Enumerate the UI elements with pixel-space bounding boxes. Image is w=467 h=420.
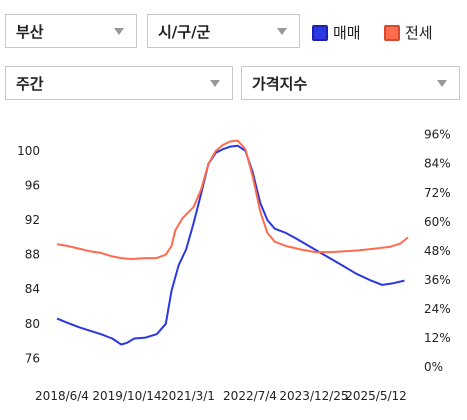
- legend-sale[interactable]: 매매: [312, 22, 361, 43]
- y-right-tick-label: 12%: [424, 331, 451, 345]
- x-tick-label: 2025/5/12: [345, 389, 407, 403]
- district-select-value: 시/구/군: [158, 22, 211, 41]
- y-left-tick-label: 76: [25, 351, 40, 365]
- period-select-value: 주간: [16, 74, 44, 93]
- y-left-tick-label: 84: [25, 282, 40, 296]
- chevron-down-icon: [437, 79, 447, 87]
- y-right-tick-label: 60%: [424, 215, 451, 229]
- legend-sale-label: 매매: [333, 24, 361, 42]
- chevron-down-icon: [210, 79, 220, 87]
- y-right-tick-label: 36%: [424, 273, 451, 287]
- y-left-tick-label: 100: [17, 144, 40, 158]
- y-left-tick-label: 80: [25, 317, 40, 331]
- y-right-tick-label: 96%: [424, 128, 451, 142]
- x-tick-label: 2018/6/4: [35, 389, 89, 403]
- y-left-tick-label: 96: [25, 179, 40, 193]
- district-select[interactable]: 시/구/군: [147, 14, 300, 48]
- x-tick-label: 2019/10/14: [92, 389, 161, 403]
- x-tick-label: 2022/7/4: [223, 389, 277, 403]
- index-type-select[interactable]: 가격지수: [241, 66, 460, 100]
- y-right-tick-label: 0%: [424, 360, 443, 374]
- series-line-jeonse: [56, 139, 409, 260]
- series-lines: [56, 139, 409, 346]
- checkbox-jeonse-icon[interactable]: [384, 24, 400, 41]
- region-select[interactable]: 부산: [5, 14, 137, 48]
- y-right-tick-label: 48%: [424, 244, 451, 258]
- chevron-down-icon: [114, 27, 124, 35]
- y-left-tick-label: 88: [25, 248, 40, 262]
- x-tick-label: 2023/12/25: [279, 389, 348, 403]
- y-right-tick-label: 72%: [424, 186, 451, 200]
- y-right-tick-label: 24%: [424, 302, 451, 316]
- y-left-tick-label: 92: [25, 213, 40, 227]
- region-select-value: 부산: [16, 22, 44, 41]
- y-left-axis: 100 96 92 88 84 80 76: [17, 144, 40, 365]
- series-line-sale: [56, 144, 405, 346]
- x-axis: 2018/6/4 2019/10/14 2021/3/1 2022/7/4 2023/1…: [35, 389, 407, 403]
- price-index-chart: 100 96 92 88 84 80 76 96% 84% 72% 60% 48% 36% 24% 12%…: [17, 128, 451, 403]
- y-right-tick-label: 84%: [424, 157, 451, 171]
- legend-jeonse-label: 전세: [405, 24, 433, 42]
- checkbox-sale-icon[interactable]: [312, 24, 328, 41]
- x-tick-label: 2021/3/1: [161, 389, 215, 403]
- period-select[interactable]: 주간: [5, 66, 233, 100]
- legend-jeonse[interactable]: 전세: [384, 22, 433, 43]
- chevron-down-icon: [277, 27, 287, 35]
- y-right-axis: 96% 84% 72% 60% 48% 36% 24% 12% 0%: [424, 128, 451, 374]
- index-type-select-value: 가격지수: [252, 74, 308, 93]
